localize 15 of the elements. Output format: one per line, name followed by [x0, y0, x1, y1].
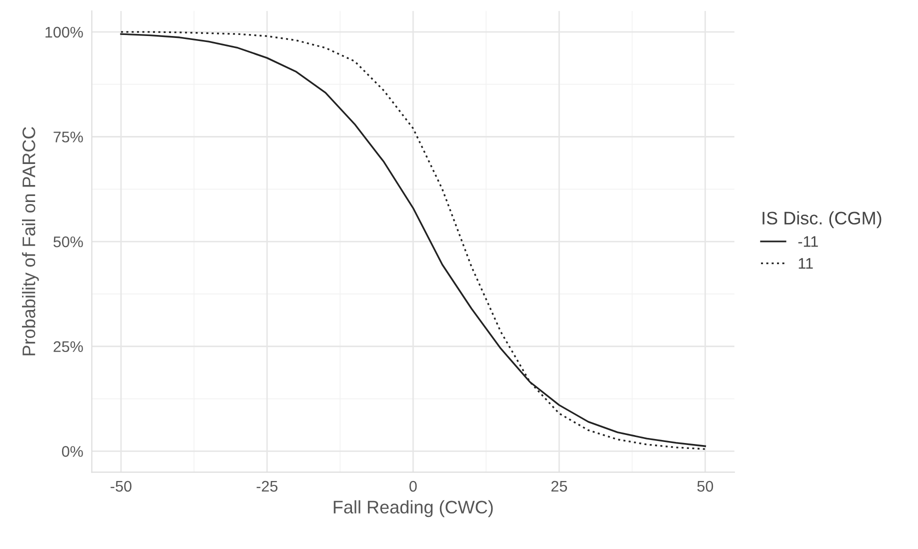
y-tick-label: 75% [54, 132, 83, 142]
legend-title: IS Disc. (CGM) [762, 211, 882, 228]
y-tick-label: 0% [62, 446, 83, 457]
x-axis-title: Fall Reading (CWC) [334, 500, 493, 518]
x-tick-label: 0 [409, 480, 417, 492]
x-tick-label: -50 [110, 480, 132, 492]
x-tick-label: -25 [256, 480, 278, 492]
legend-label: -11 [798, 236, 818, 247]
y-tick-label: 50% [54, 236, 83, 248]
y-tick-label: 25% [54, 341, 83, 352]
legend-label: 11 [798, 258, 813, 269]
y-tick-label: 100% [46, 26, 83, 38]
y-axis-title: Probability of Fail on PARCC [22, 127, 39, 356]
x-tick-label: 25 [551, 480, 567, 492]
x-tick-label: 50 [697, 480, 714, 492]
